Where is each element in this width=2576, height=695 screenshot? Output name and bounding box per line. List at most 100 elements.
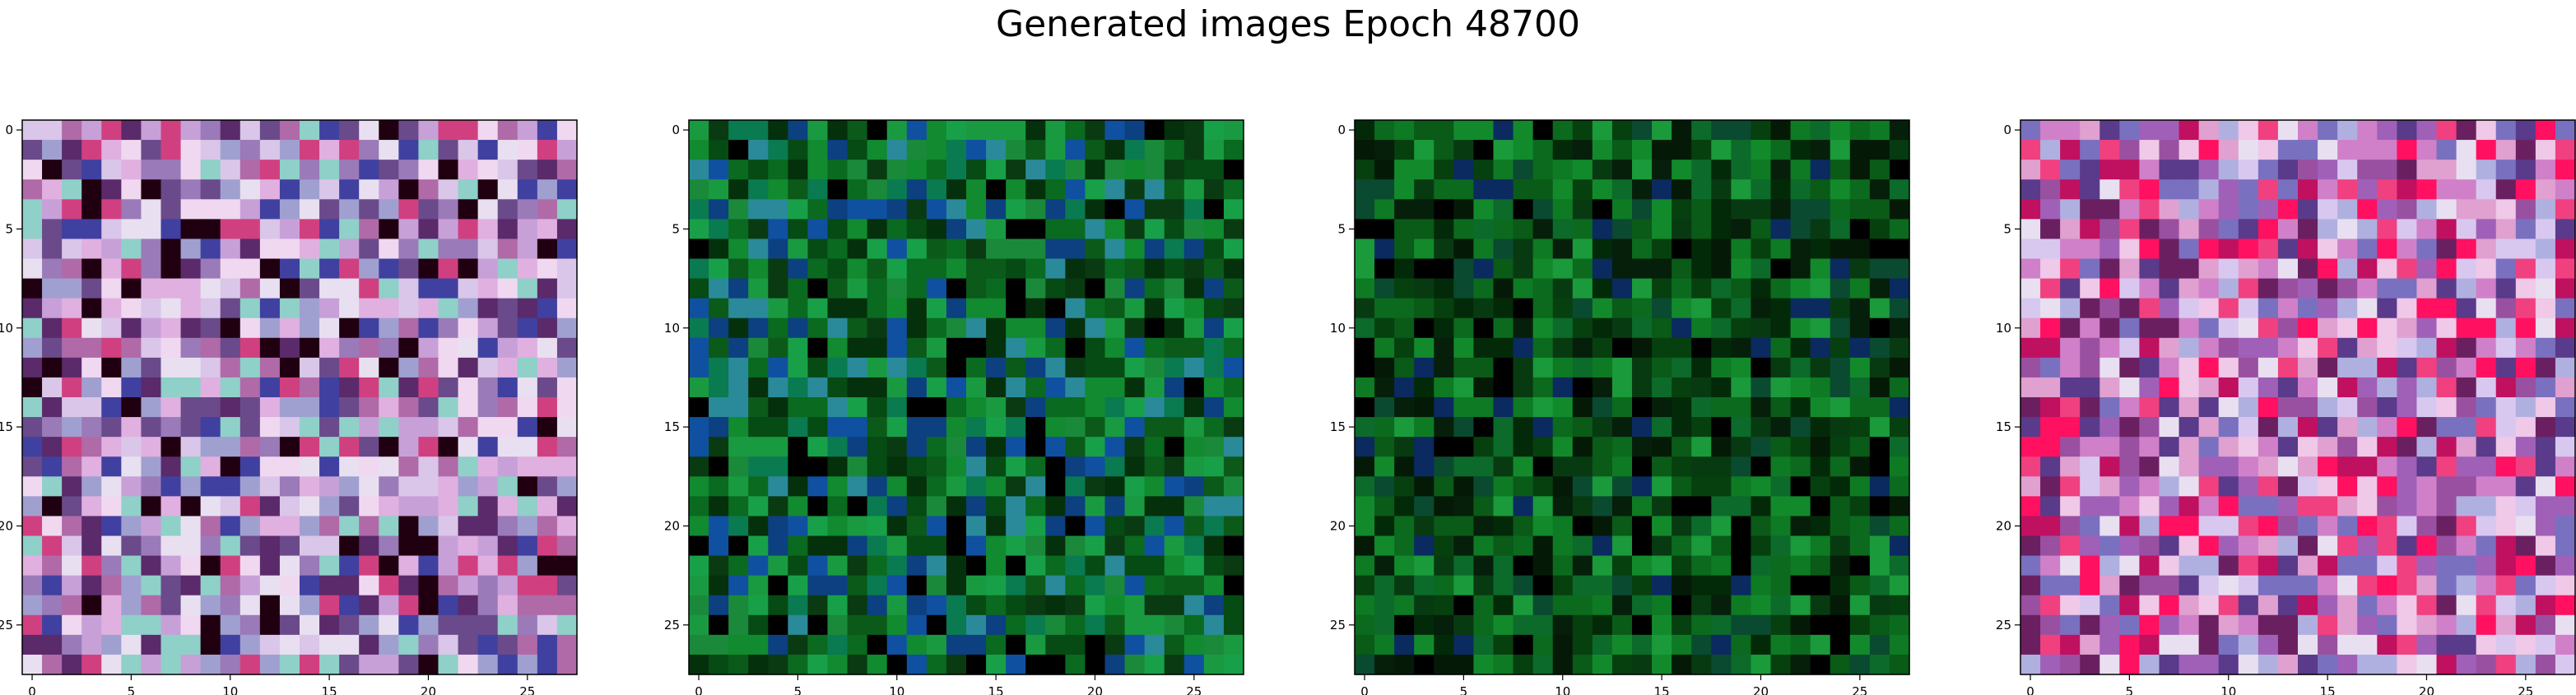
pixel-cell — [1592, 219, 1613, 240]
pixel-cell — [259, 555, 281, 577]
pixel-cell — [2020, 317, 2041, 339]
pixel-cell — [1672, 160, 1692, 180]
pixel-cell — [689, 377, 709, 398]
pixel-cell — [22, 317, 43, 339]
pixel-cell — [2555, 555, 2576, 577]
pixel-cell — [398, 654, 420, 675]
pixel-cell — [2318, 476, 2338, 497]
pixel-cell — [807, 298, 829, 319]
pixel-cell — [1869, 595, 1890, 616]
pixel-cell — [1632, 417, 1653, 438]
pixel-cell — [2555, 516, 2576, 537]
pixel-cell — [827, 219, 849, 240]
pixel-cell — [2099, 120, 2120, 141]
pixel-cell — [2298, 456, 2318, 477]
pixel-cell — [200, 377, 221, 398]
pixel-cell — [2159, 179, 2180, 200]
y-tick-label: 25 — [664, 618, 680, 632]
pixel-cell — [1414, 634, 1434, 656]
pixel-cell — [807, 140, 829, 160]
pixel-cell — [2436, 278, 2457, 299]
pixel-cell — [1164, 614, 1185, 636]
y-tick-label: 5 — [672, 221, 680, 236]
pixel-cell — [788, 219, 809, 240]
pixel-cell — [2159, 317, 2180, 339]
pixel-cell — [1652, 179, 1672, 200]
pixel-cell — [847, 140, 868, 160]
pixel-cell — [1414, 239, 1434, 260]
pixel-cell — [807, 199, 829, 220]
pixel-cell — [1691, 575, 1712, 596]
pixel-cell — [1810, 140, 1831, 160]
pixel-cell — [22, 417, 43, 438]
pixel-cell — [1849, 239, 1871, 260]
pixel-cell — [1065, 555, 1086, 577]
pixel-cell — [1869, 437, 1890, 457]
pixel-cell — [1085, 535, 1106, 557]
pixel-cell — [788, 397, 809, 418]
pixel-cell — [279, 555, 300, 577]
pixel-cell — [748, 417, 769, 438]
pixel-cell — [2515, 258, 2536, 280]
pixel-cell — [2416, 160, 2438, 180]
pixel-cell — [2040, 456, 2061, 477]
pixel-cell — [300, 219, 320, 240]
pixel-cell — [180, 634, 202, 656]
pixel-cell — [709, 456, 729, 477]
pixel-cell — [728, 555, 749, 577]
pixel-cell — [2515, 654, 2536, 675]
pixel-cell — [477, 298, 499, 319]
pixel-cell — [2139, 140, 2160, 160]
pixel-cell — [2099, 555, 2120, 577]
pixel-cell — [1453, 496, 1475, 517]
pixel-cell — [1045, 239, 1066, 260]
pixel-cell — [2337, 575, 2358, 596]
x-tick-label: 10 — [1555, 684, 1570, 695]
pixel-cell — [2357, 179, 2378, 200]
pixel-cell — [200, 140, 221, 160]
pixel-cell — [1374, 476, 1395, 497]
pixel-cell — [1592, 614, 1613, 636]
pixel-cell — [1611, 377, 1633, 398]
pixel-cell — [239, 555, 261, 577]
pixel-cell — [1790, 179, 1811, 200]
pixel-cell — [2178, 298, 2200, 319]
pixel-cell — [1711, 160, 1732, 180]
pixel-cell — [101, 317, 122, 339]
pixel-cell — [1104, 417, 1126, 438]
pixel-cell — [1572, 120, 1593, 141]
pixel-cell — [1183, 634, 1205, 656]
y-tick-label: 20 — [1996, 518, 2011, 533]
pixel-cell — [180, 516, 202, 537]
pixel-cell — [2377, 317, 2397, 339]
pixel-cell — [1394, 317, 1415, 339]
pixel-cell — [1164, 555, 1185, 577]
pixel-cell — [300, 397, 320, 418]
pixel-cell — [2555, 140, 2576, 160]
pixel-cell — [1691, 555, 1712, 577]
pixel-cell — [279, 179, 300, 200]
pixel-cell — [788, 179, 809, 200]
pixel-cell — [847, 377, 868, 398]
pixel-cell — [1473, 377, 1495, 398]
pixel-cell — [1552, 397, 1574, 418]
pixel-cell — [62, 614, 82, 636]
pixel-cell — [2277, 575, 2299, 596]
pixel-cell — [2456, 258, 2477, 280]
pixel-cell — [2080, 140, 2100, 160]
pixel-cell — [458, 298, 479, 319]
pixel-cell — [1085, 595, 1106, 616]
pixel-cell — [1434, 397, 1454, 418]
pixel-cell — [986, 417, 1007, 438]
pixel-cell — [279, 140, 300, 160]
pixel-cell — [2139, 357, 2160, 378]
pixel-cell — [926, 634, 947, 656]
pixel-cell — [2337, 516, 2358, 537]
pixel-cell — [1355, 397, 1375, 418]
pixel-cell — [827, 417, 849, 438]
pixel-cell — [1065, 654, 1086, 675]
pixel-cell — [339, 160, 360, 180]
pixel-cell — [1592, 417, 1613, 438]
pixel-cell — [2218, 298, 2239, 319]
pixel-cell — [986, 575, 1007, 596]
